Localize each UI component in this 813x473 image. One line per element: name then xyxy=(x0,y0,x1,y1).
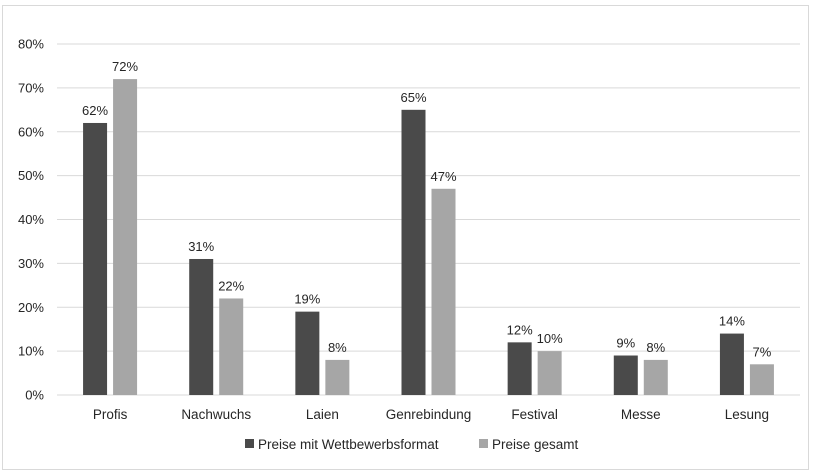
bar xyxy=(189,258,214,395)
bar xyxy=(113,79,138,395)
bar xyxy=(613,355,638,395)
data-label: 10% xyxy=(537,331,563,346)
data-label: 12% xyxy=(507,322,533,337)
x-tick-label: Lesung xyxy=(725,407,769,422)
data-label: 22% xyxy=(218,278,244,293)
data-label: 7% xyxy=(753,344,772,359)
legend-swatch xyxy=(479,439,488,448)
y-tick-label: 20% xyxy=(18,300,44,315)
y-tick-label: 50% xyxy=(18,168,44,183)
data-label: 47% xyxy=(430,169,456,184)
data-label: 31% xyxy=(188,239,214,254)
data-label: 19% xyxy=(294,292,320,307)
y-tick-label: 60% xyxy=(18,124,44,139)
y-tick-label: 30% xyxy=(18,256,44,271)
bar xyxy=(401,109,426,395)
data-label: 8% xyxy=(328,340,347,355)
data-label: 62% xyxy=(82,103,108,118)
data-label: 72% xyxy=(112,59,138,74)
legend-label: Preise mit Wettbewerbsformat xyxy=(258,437,439,452)
x-tick-label: Profis xyxy=(93,407,128,422)
bar xyxy=(295,311,320,395)
bar xyxy=(507,342,532,395)
x-tick-label: Nachwuchs xyxy=(181,407,251,422)
y-tick-label: 70% xyxy=(18,80,44,95)
x-tick-label: Genrebindung xyxy=(386,407,472,422)
bar xyxy=(749,364,774,395)
x-tick-label: Messe xyxy=(621,407,661,422)
x-tick-label: Laien xyxy=(306,407,339,422)
y-tick-label: 80% xyxy=(18,37,44,52)
bar xyxy=(431,188,456,395)
x-tick-label: Festival xyxy=(511,407,558,422)
data-label: 65% xyxy=(400,90,426,105)
bar xyxy=(219,298,244,395)
bar xyxy=(719,333,744,395)
bar xyxy=(537,351,562,395)
y-tick-label: 40% xyxy=(18,212,44,227)
data-label: 8% xyxy=(646,340,665,355)
legend-swatch xyxy=(245,439,254,448)
data-label: 14% xyxy=(719,314,745,329)
data-label: 9% xyxy=(616,336,635,351)
y-tick-label: 10% xyxy=(18,344,44,359)
y-tick-label: 0% xyxy=(25,388,44,403)
bar xyxy=(325,359,350,395)
bar xyxy=(83,122,108,395)
bar xyxy=(643,359,668,395)
legend-label: Preise gesamt xyxy=(492,437,579,452)
